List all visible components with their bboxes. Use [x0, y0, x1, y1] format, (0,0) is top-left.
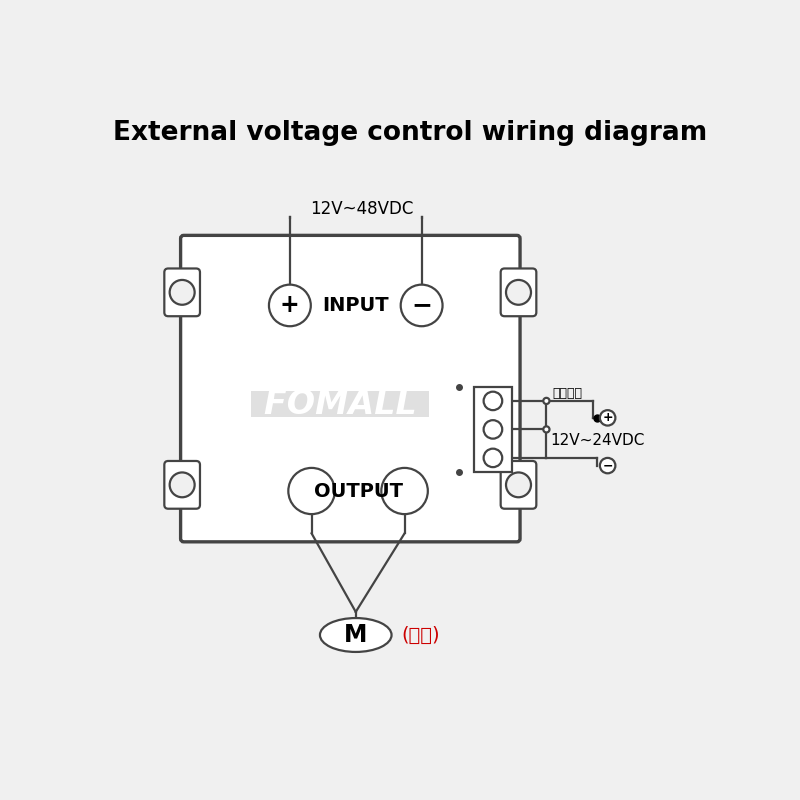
Text: +: + [602, 411, 613, 424]
Text: — FOMALL —: — FOMALL — [219, 387, 462, 421]
FancyBboxPatch shape [501, 269, 536, 316]
Text: −: − [602, 459, 613, 472]
Circle shape [401, 285, 442, 326]
Circle shape [170, 473, 194, 498]
Circle shape [269, 285, 310, 326]
Circle shape [484, 449, 502, 467]
Circle shape [543, 426, 550, 433]
FancyBboxPatch shape [164, 461, 200, 509]
Bar [251, 390, 430, 418]
Circle shape [506, 473, 531, 498]
Text: 电压控制: 电压控制 [553, 386, 582, 400]
Circle shape [484, 392, 502, 410]
Text: M: M [344, 623, 367, 647]
Text: External voltage control wiring diagram: External voltage control wiring diagram [113, 120, 707, 146]
FancyBboxPatch shape [164, 269, 200, 316]
FancyBboxPatch shape [181, 235, 520, 542]
Circle shape [506, 280, 531, 305]
Text: OUTPUT: OUTPUT [314, 482, 402, 501]
Text: (电机): (电机) [401, 626, 440, 645]
Bar [474, 387, 511, 472]
Text: +: + [280, 294, 300, 318]
Circle shape [170, 280, 194, 305]
Text: −: − [411, 294, 432, 318]
Circle shape [288, 468, 335, 514]
Circle shape [382, 468, 428, 514]
Circle shape [600, 410, 615, 426]
Text: 12V~48VDC: 12V~48VDC [310, 200, 414, 218]
Circle shape [600, 458, 615, 474]
Text: 12V~24VDC: 12V~24VDC [550, 433, 645, 448]
Ellipse shape [320, 618, 391, 652]
Circle shape [543, 398, 550, 404]
Circle shape [484, 420, 502, 438]
FancyBboxPatch shape [501, 461, 536, 509]
Text: INPUT: INPUT [322, 296, 389, 315]
